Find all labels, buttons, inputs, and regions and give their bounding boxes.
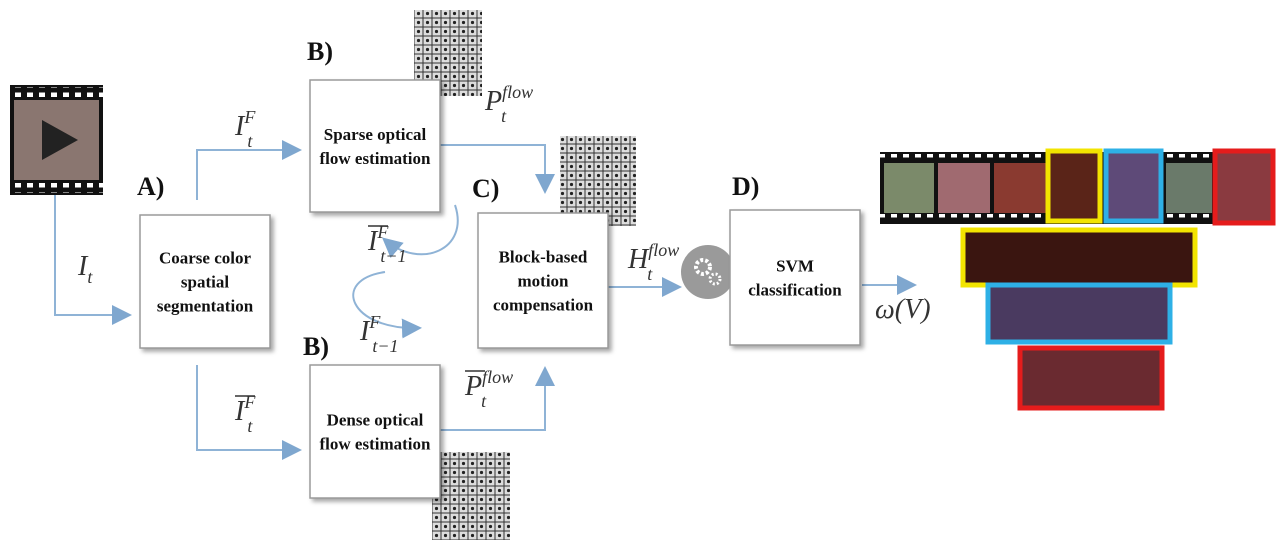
step-tag: A) bbox=[137, 172, 164, 201]
step-label: flow estimation bbox=[320, 435, 432, 454]
symbol-sup: flow bbox=[502, 82, 533, 102]
box bbox=[730, 210, 860, 345]
symbol-base: ω(V) bbox=[875, 294, 931, 325]
step-label: classification bbox=[748, 281, 842, 300]
video-icon bbox=[10, 85, 103, 195]
symbol-base: P bbox=[484, 86, 502, 117]
step-box: D) SVM classification bbox=[730, 172, 860, 345]
step-label: segmentation bbox=[157, 297, 254, 316]
step-box: B) Dense optical flow estimation bbox=[303, 332, 440, 498]
math-symbol: Pflow t bbox=[464, 367, 513, 411]
symbol-sub: t−1 bbox=[380, 246, 406, 266]
math-symbol: Pflow t bbox=[484, 82, 533, 126]
step-tag: D) bbox=[732, 172, 759, 201]
symbol-sup: F bbox=[243, 107, 256, 127]
box bbox=[310, 365, 440, 498]
gear-icon bbox=[681, 245, 735, 299]
step-tag: B) bbox=[303, 332, 329, 361]
symbol-sub: t bbox=[501, 106, 507, 126]
symbol-sup: flow bbox=[648, 240, 679, 260]
flow-grid bbox=[432, 452, 510, 540]
step-label: motion bbox=[518, 272, 570, 291]
math-symbol: ω(V) bbox=[875, 294, 931, 325]
step-label: compensation bbox=[493, 296, 594, 315]
step-label: Dense optical bbox=[327, 411, 424, 430]
symbol-sub: t bbox=[481, 391, 487, 411]
box bbox=[310, 80, 440, 212]
symbol-sub: t bbox=[247, 416, 253, 436]
symbol-sup: F bbox=[368, 312, 381, 332]
symbol-sub: t bbox=[647, 264, 653, 284]
step-tag: C) bbox=[472, 174, 499, 203]
step-label: spatial bbox=[181, 273, 229, 292]
step-label: Block-based bbox=[499, 248, 588, 267]
symbol-base: P bbox=[464, 371, 482, 402]
math-symbol: It bbox=[77, 251, 93, 287]
diagram: A) Coarse color spatial segmentation B) Spars… bbox=[0, 0, 1276, 542]
step-tag: B) bbox=[307, 37, 333, 66]
symbol-sup: F bbox=[243, 392, 256, 412]
step-box: A) Coarse color spatial segmentation bbox=[137, 172, 270, 348]
symbol-sub: t bbox=[87, 267, 93, 287]
output-strips bbox=[880, 151, 1275, 408]
step-label: flow estimation bbox=[320, 149, 432, 168]
step-label: Sparse optical bbox=[324, 125, 427, 144]
step-label: SVM bbox=[776, 257, 814, 276]
symbol-sup: flow bbox=[482, 367, 513, 387]
step-label: Coarse color bbox=[159, 249, 252, 268]
symbol-sup: F bbox=[376, 222, 389, 242]
symbol-sub: t−1 bbox=[372, 336, 398, 356]
symbol-sub: t bbox=[247, 131, 253, 151]
